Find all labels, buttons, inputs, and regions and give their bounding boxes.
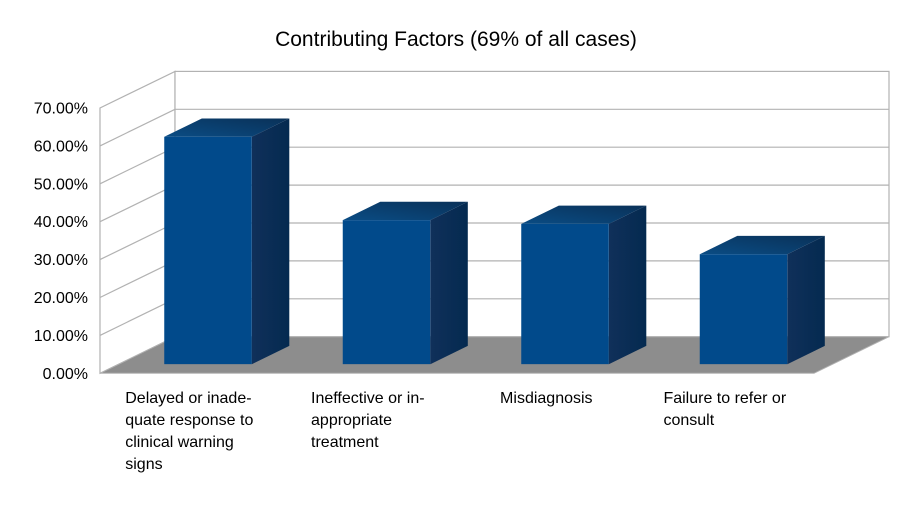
x-category-label-line: quate response to — [125, 412, 254, 429]
bar-front-face — [521, 223, 609, 365]
x-category-label-line: treatment — [311, 434, 379, 451]
bar-2 — [342, 201, 468, 365]
x-category-label-3: Misdiagnosis — [500, 388, 592, 410]
left-wall-gridline — [99, 222, 176, 261]
y-tick-label: 10.00% — [34, 328, 88, 345]
left-wall-gridline — [99, 108, 176, 147]
bar-side-face — [251, 118, 290, 365]
y-axis-labels: 0.00% 10.00% 20.00% 30.00% 40.00% 50.00% 60.00… — [34, 101, 88, 383]
chart-floor — [99, 336, 890, 374]
bar-front-face — [699, 254, 788, 365]
y-tick-label: 40.00% — [34, 214, 88, 231]
y-tick-label: 30.00% — [34, 252, 88, 269]
x-category-label-line: Failure to refer or — [663, 390, 787, 407]
y-tick-label: 60.00% — [34, 138, 88, 155]
x-category-label-line: Delayed or inade- — [125, 390, 252, 407]
bar-4 — [699, 235, 825, 365]
x-category-label-line: signs — [125, 456, 163, 473]
bar-side-face — [608, 205, 647, 365]
x-category-label-2: Ineffective or in-appropriate treatment — [311, 388, 425, 454]
y-tick-label: 0.00% — [43, 366, 88, 383]
y-tick-label: 70.00% — [34, 101, 88, 118]
y-tick-label: 20.00% — [34, 290, 88, 307]
y-tick-label: 50.00% — [34, 176, 88, 193]
x-category-label-line: Ineffective or in- — [311, 390, 425, 407]
bar-front-face — [342, 220, 431, 365]
bar-side-face — [430, 201, 468, 365]
bar-front-face — [164, 136, 252, 365]
left-wall-gridline — [99, 146, 176, 185]
x-category-label-4: Failure to refer or consult — [663, 388, 786, 432]
bar-top-face — [164, 118, 290, 137]
left-wall-gridline — [99, 260, 176, 299]
bar-top-face — [699, 235, 825, 255]
left-wall-gridline — [99, 184, 176, 223]
x-category-label-line: clinical warning — [125, 434, 234, 451]
bar-3 — [521, 205, 647, 365]
x-category-label-1: Delayed or inade-quate response to clinic… — [125, 388, 253, 476]
left-wall — [99, 70, 176, 375]
bar-1 — [164, 118, 290, 365]
left-wall-gridline — [99, 298, 176, 336]
bar-top-face — [342, 201, 468, 221]
bar-side-face — [787, 235, 825, 365]
chart-title: Contributing Factors (69% of all cases) — [275, 28, 637, 51]
x-category-label-line: Misdiagnosis — [500, 390, 593, 407]
x-category-label-line: consult — [663, 412, 715, 429]
x-category-label-line: appropriate — [311, 412, 392, 429]
bar-top-face — [521, 205, 647, 224]
